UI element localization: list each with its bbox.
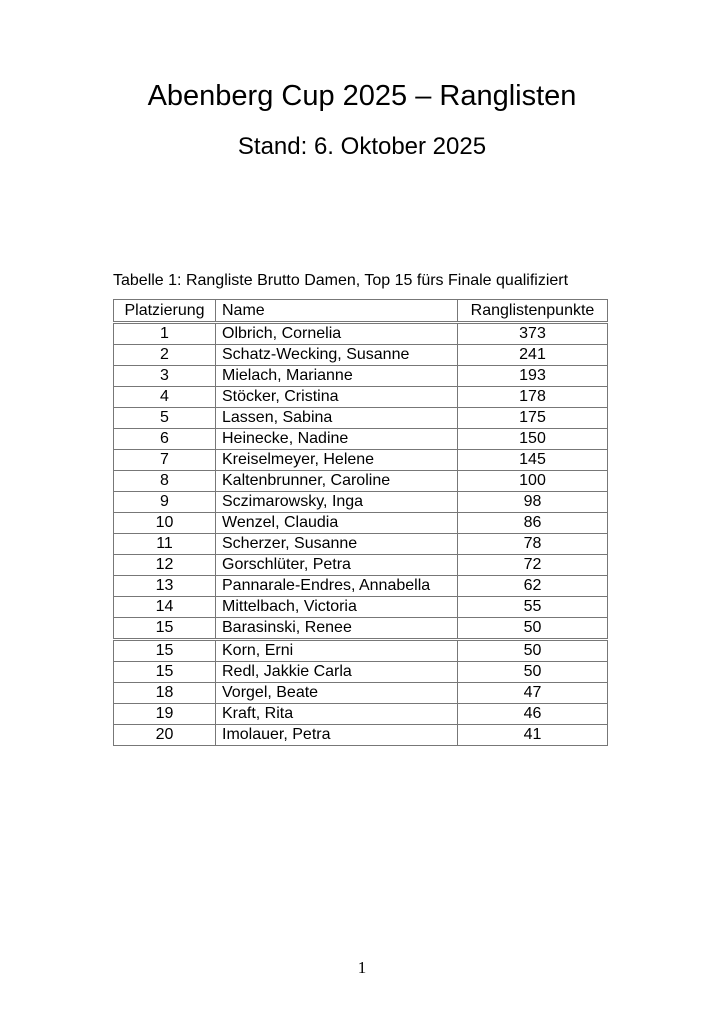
- cell-placement: 1: [113, 322, 216, 345]
- cell-points: 78: [457, 533, 608, 555]
- table-row: 7 Kreiselmeyer, Helene 145: [113, 449, 608, 471]
- cell-placement: 18: [113, 682, 216, 704]
- table-row: 19 Kraft, Rita 46: [113, 703, 608, 725]
- cell-points: 175: [457, 407, 608, 429]
- cell-name: Vorgel, Beate: [215, 682, 458, 704]
- cell-name: Korn, Erni: [215, 639, 458, 662]
- header-name: Name: [215, 299, 458, 324]
- table-row: 15 Barasinski, Renee 50: [113, 617, 608, 641]
- table-header-row: Platzierung Name Ranglistenpunkte: [113, 299, 608, 324]
- table-row: 12 Gorschlüter, Petra 72: [113, 554, 608, 576]
- table-row: 4 Stöcker, Cristina 178: [113, 386, 608, 408]
- page-subtitle: Stand: 6. Oktober 2025: [237, 133, 487, 160]
- page-title: Abenberg Cup 2025 – Ranglisten: [147, 80, 577, 112]
- cell-name: Redl, Jakkie Carla: [215, 661, 458, 683]
- cell-points: 55: [457, 596, 608, 618]
- cell-placement: 15: [113, 639, 216, 662]
- cell-points: 193: [457, 365, 608, 387]
- cell-placement: 7: [113, 449, 216, 471]
- cell-points: 178: [457, 386, 608, 408]
- header-points: Ranglistenpunkte: [457, 299, 608, 324]
- cell-name: Scherzer, Susanne: [215, 533, 458, 555]
- table-row: 5 Lassen, Sabina 175: [113, 407, 608, 429]
- cell-placement: 8: [113, 470, 216, 492]
- table-row: 8 Kaltenbrunner, Caroline 100: [113, 470, 608, 492]
- ranking-table: Platzierung Name Ranglistenpunkte 1 Olbri…: [113, 299, 608, 746]
- table-row: 10 Wenzel, Claudia 86: [113, 512, 608, 534]
- header-placement: Platzierung: [113, 299, 216, 324]
- table-row: 20 Imolauer, Petra 41: [113, 724, 608, 746]
- cell-points: 46: [457, 703, 608, 725]
- cell-placement: 14: [113, 596, 216, 618]
- cell-placement: 6: [113, 428, 216, 450]
- cell-placement: 11: [113, 533, 216, 555]
- table-row: 18 Vorgel, Beate 47: [113, 682, 608, 704]
- cell-points: 373: [457, 322, 608, 345]
- cell-points: 50: [457, 661, 608, 683]
- cell-placement: 12: [113, 554, 216, 576]
- cell-placement: 10: [113, 512, 216, 534]
- cell-placement: 5: [113, 407, 216, 429]
- table-row: 2 Schatz-Wecking, Susanne 241: [113, 344, 608, 366]
- cell-name: Kraft, Rita: [215, 703, 458, 725]
- cell-points: 47: [457, 682, 608, 704]
- cell-placement: 3: [113, 365, 216, 387]
- cell-points: 50: [457, 617, 608, 641]
- table-row: 15 Korn, Erni 50: [113, 639, 608, 662]
- cell-placement: 4: [113, 386, 216, 408]
- cell-name: Olbrich, Cornelia: [215, 322, 458, 345]
- table-row: 13 Pannarale-Endres, Annabella 62: [113, 575, 608, 597]
- table-row: 15 Redl, Jakkie Carla 50: [113, 661, 608, 683]
- table-row: 1 Olbrich, Cornelia 373: [113, 322, 608, 345]
- cell-placement: 19: [113, 703, 216, 725]
- cell-placement: 9: [113, 491, 216, 513]
- table-row: 11 Scherzer, Susanne 78: [113, 533, 608, 555]
- cell-name: Mielach, Marianne: [215, 365, 458, 387]
- cell-name: Pannarale-Endres, Annabella: [215, 575, 458, 597]
- cell-placement: 20: [113, 724, 216, 746]
- table-row: 14 Mittelbach, Victoria 55: [113, 596, 608, 618]
- cell-points: 86: [457, 512, 608, 534]
- cell-name: Imolauer, Petra: [215, 724, 458, 746]
- table-row: 3 Mielach, Marianne 193: [113, 365, 608, 387]
- cell-name: Gorschlüter, Petra: [215, 554, 458, 576]
- cell-points: 62: [457, 575, 608, 597]
- cell-name: Stöcker, Cristina: [215, 386, 458, 408]
- cell-name: Barasinski, Renee: [215, 617, 458, 641]
- cell-placement: 15: [113, 617, 216, 641]
- cell-name: Schatz-Wecking, Susanne: [215, 344, 458, 366]
- cell-placement: 2: [113, 344, 216, 366]
- cell-placement: 13: [113, 575, 216, 597]
- cell-points: 150: [457, 428, 608, 450]
- cell-points: 100: [457, 470, 608, 492]
- cell-points: 72: [457, 554, 608, 576]
- table-row: 6 Heinecke, Nadine 150: [113, 428, 608, 450]
- cell-name: Mittelbach, Victoria: [215, 596, 458, 618]
- table-caption: Tabelle 1: Rangliste Brutto Damen, Top 1…: [113, 272, 569, 289]
- cell-points: 41: [457, 724, 608, 746]
- cell-name: Wenzel, Claudia: [215, 512, 458, 534]
- cell-name: Lassen, Sabina: [215, 407, 458, 429]
- cell-name: Sczimarowsky, Inga: [215, 491, 458, 513]
- table-row: 9 Sczimarowsky, Inga 98: [113, 491, 608, 513]
- cell-name: Kreiselmeyer, Helene: [215, 449, 458, 471]
- cell-points: 50: [457, 639, 608, 662]
- cell-placement: 15: [113, 661, 216, 683]
- cell-points: 145: [457, 449, 608, 471]
- page-number: 1: [357, 958, 367, 977]
- cell-points: 98: [457, 491, 608, 513]
- cell-name: Heinecke, Nadine: [215, 428, 458, 450]
- cell-name: Kaltenbrunner, Caroline: [215, 470, 458, 492]
- cell-points: 241: [457, 344, 608, 366]
